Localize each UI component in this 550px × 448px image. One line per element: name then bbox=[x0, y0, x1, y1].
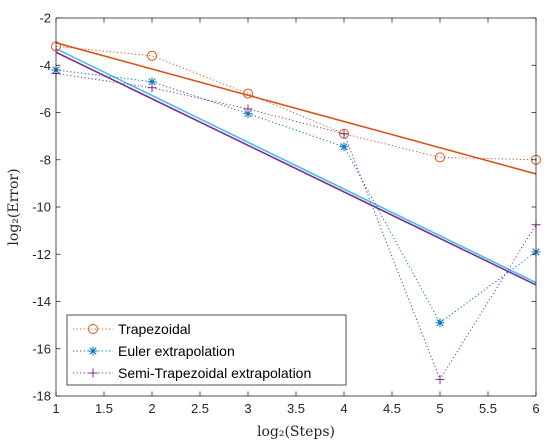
data-point-series-3 bbox=[147, 83, 157, 93]
x-tick-label: 1.5 bbox=[95, 401, 113, 416]
fit-line-2 bbox=[55, 47, 537, 284]
y-axis-label: log₂(Error) bbox=[6, 168, 22, 245]
x-tick-label: 4 bbox=[340, 401, 347, 416]
y-tick-label: -10 bbox=[32, 200, 51, 215]
fit-lines bbox=[55, 42, 537, 286]
legend-label: Trapezoidal bbox=[118, 321, 191, 337]
x-tick-label: 5 bbox=[436, 401, 443, 416]
x-tick-label: 5.5 bbox=[479, 401, 497, 416]
data-point-series-3 bbox=[339, 129, 349, 139]
data-point-series-1 bbox=[147, 50, 157, 61]
x-tick-label: 2.5 bbox=[191, 401, 209, 416]
data-point-series-3 bbox=[435, 374, 445, 384]
y-tick-label: -18 bbox=[32, 389, 51, 404]
legend-marker bbox=[88, 346, 98, 356]
legend-label: Semi-Trapezoidal extrapolation bbox=[118, 365, 311, 381]
x-axis-label: log₂(Steps) bbox=[257, 424, 335, 440]
legend-marker bbox=[88, 368, 98, 378]
legend-entry-3: Semi-Trapezoidal extrapolation bbox=[73, 365, 311, 381]
legend-entry-2: Euler extrapolation bbox=[73, 343, 235, 359]
x-tick-label: 1 bbox=[52, 401, 59, 416]
data-point-series-2 bbox=[339, 142, 349, 152]
y-tick-label: -14 bbox=[32, 294, 51, 309]
legend-marker bbox=[88, 324, 98, 334]
y-tick-label: -8 bbox=[39, 152, 51, 167]
series-lines bbox=[55, 45, 537, 381]
x-tick-label: 4.5 bbox=[383, 401, 401, 416]
y-tick-label: -6 bbox=[39, 105, 51, 120]
legend-entries: Trapezoidal Euler extrapolation Semi-Trape… bbox=[73, 321, 311, 381]
legend: Trapezoidal Euler extrapolation Semi-Trape… bbox=[66, 314, 347, 386]
x-tick-label: 3 bbox=[244, 401, 251, 416]
legend-box bbox=[66, 314, 347, 386]
x-tick-label: 2 bbox=[148, 401, 155, 416]
x-tick-label: 3.5 bbox=[287, 401, 305, 416]
x-tick-label: 6 bbox=[532, 401, 539, 416]
data-point-series-2 bbox=[435, 318, 445, 328]
legend-entry-1: Trapezoidal bbox=[73, 321, 191, 337]
axis-ticks bbox=[55, 17, 537, 397]
y-tick-labels: -18 -16 -14 -12 -10 -8 -6 -4 -2 bbox=[32, 11, 51, 404]
data-point-series-3 bbox=[243, 104, 253, 114]
series-line-3 bbox=[55, 73, 537, 381]
legend-label: Euler extrapolation bbox=[118, 343, 235, 359]
y-tick-label: -2 bbox=[39, 11, 51, 26]
x-tick-labels: 1 1.5 2 2.5 3 3.5 4 4.5 5 5.5 6 bbox=[52, 401, 539, 416]
data-point-series-1 bbox=[243, 88, 253, 99]
fit-line-1 bbox=[55, 42, 537, 175]
y-tick-label: -12 bbox=[32, 247, 51, 262]
fit-line-3 bbox=[55, 51, 537, 286]
y-tick-label: -4 bbox=[39, 58, 51, 73]
data-point-series-1 bbox=[435, 152, 445, 163]
y-tick-label: -16 bbox=[32, 341, 51, 356]
series-line-2 bbox=[55, 69, 537, 324]
series-line-1 bbox=[55, 45, 537, 161]
